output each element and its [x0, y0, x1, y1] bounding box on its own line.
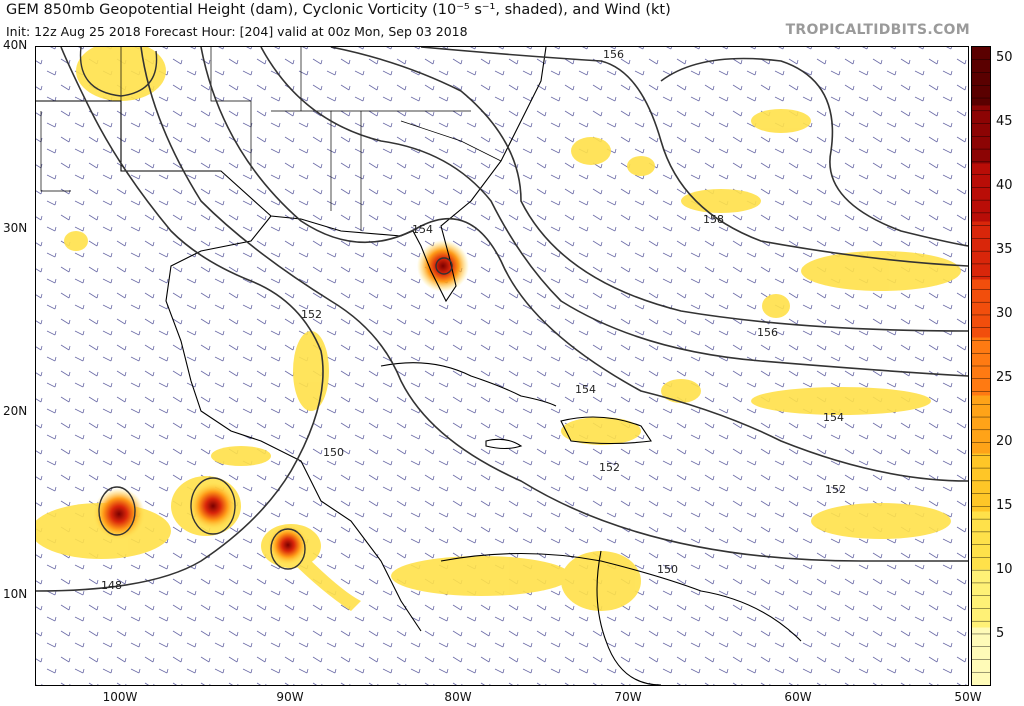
- vortex-pacific-1: [93, 488, 145, 540]
- height-contours: [36, 47, 968, 592]
- coastlines: [36, 47, 802, 685]
- colorbar-label: 35: [996, 242, 1013, 257]
- colorbar-swatch: [972, 395, 990, 454]
- colorbar-swatch: [972, 453, 990, 512]
- colorbar-swatch: [972, 221, 990, 280]
- lon-label-60w: 60W: [784, 690, 812, 704]
- colorbar-label: 50: [996, 50, 1013, 65]
- contour-label: 154: [575, 383, 596, 396]
- brand-watermark: TROPICALTIDBITS.COM: [785, 22, 970, 38]
- colorbar-label: 20: [996, 434, 1013, 449]
- lon-label-50w: 50W: [954, 690, 982, 704]
- colorbar-swatch: [972, 569, 990, 628]
- colorbar: [971, 46, 991, 686]
- contour-label: 154: [412, 223, 433, 236]
- colorbar-label: 40: [996, 178, 1013, 193]
- colorbar-label: 10: [996, 562, 1013, 577]
- vortex-pacific-3: [268, 525, 308, 565]
- contour-label: 150: [657, 563, 678, 576]
- contour-label: 156: [757, 326, 778, 339]
- lon-label-100w: 100W: [102, 690, 138, 704]
- colorbar-label: 25: [996, 370, 1013, 385]
- contour-label: 152: [301, 308, 322, 321]
- lat-label-10n: 10N: [3, 587, 28, 601]
- colorbar-swatch: [972, 511, 990, 570]
- colorbar-swatch: [972, 337, 990, 396]
- lon-label-90w: 90W: [276, 690, 304, 704]
- lon-label-80w: 80W: [444, 690, 472, 704]
- colorbar-swatch: [972, 105, 990, 164]
- lat-label-20n: 20N: [3, 404, 28, 418]
- political-borders: [40, 47, 502, 231]
- colorbar-swatch: [972, 163, 990, 222]
- contour-label: 148: [101, 579, 122, 592]
- contour-label: 154: [823, 411, 844, 424]
- contour-label: 156: [603, 48, 624, 61]
- contour-label: 150: [323, 446, 344, 459]
- contour-label: 152: [825, 483, 846, 496]
- colorbar-label: 30: [996, 306, 1013, 321]
- contour-labels: 156 154 152 158 156 154 154 152 152 150 …: [101, 48, 846, 592]
- colorbar-label: 5: [996, 626, 1005, 641]
- colorbar-label: 45: [996, 114, 1013, 129]
- colorbar-swatch: [972, 627, 990, 685]
- chart-title: GEM 850mb Geopotential Height (dam), Cyc…: [6, 2, 671, 18]
- map-panel: 156 154 152 158 156 154 154 152 152 150 …: [35, 46, 969, 686]
- chart-subtitle: Init: 12z Aug 25 2018 Forecast Hour: [20…: [6, 24, 468, 39]
- contour-label: 152: [599, 461, 620, 474]
- lat-label-40n: 40N: [3, 38, 28, 52]
- vortex-florida: [417, 240, 469, 292]
- colorbar-swatch: [972, 279, 990, 338]
- lat-label-30n: 30N: [3, 221, 28, 235]
- lon-label-70w: 70W: [614, 690, 642, 704]
- vortex-rings: [79, 47, 453, 570]
- vortex-pacific-2: [189, 482, 237, 530]
- colorbar-swatch: [972, 47, 990, 106]
- colorbar-label: 15: [996, 498, 1013, 513]
- contour-label: 158: [703, 213, 724, 226]
